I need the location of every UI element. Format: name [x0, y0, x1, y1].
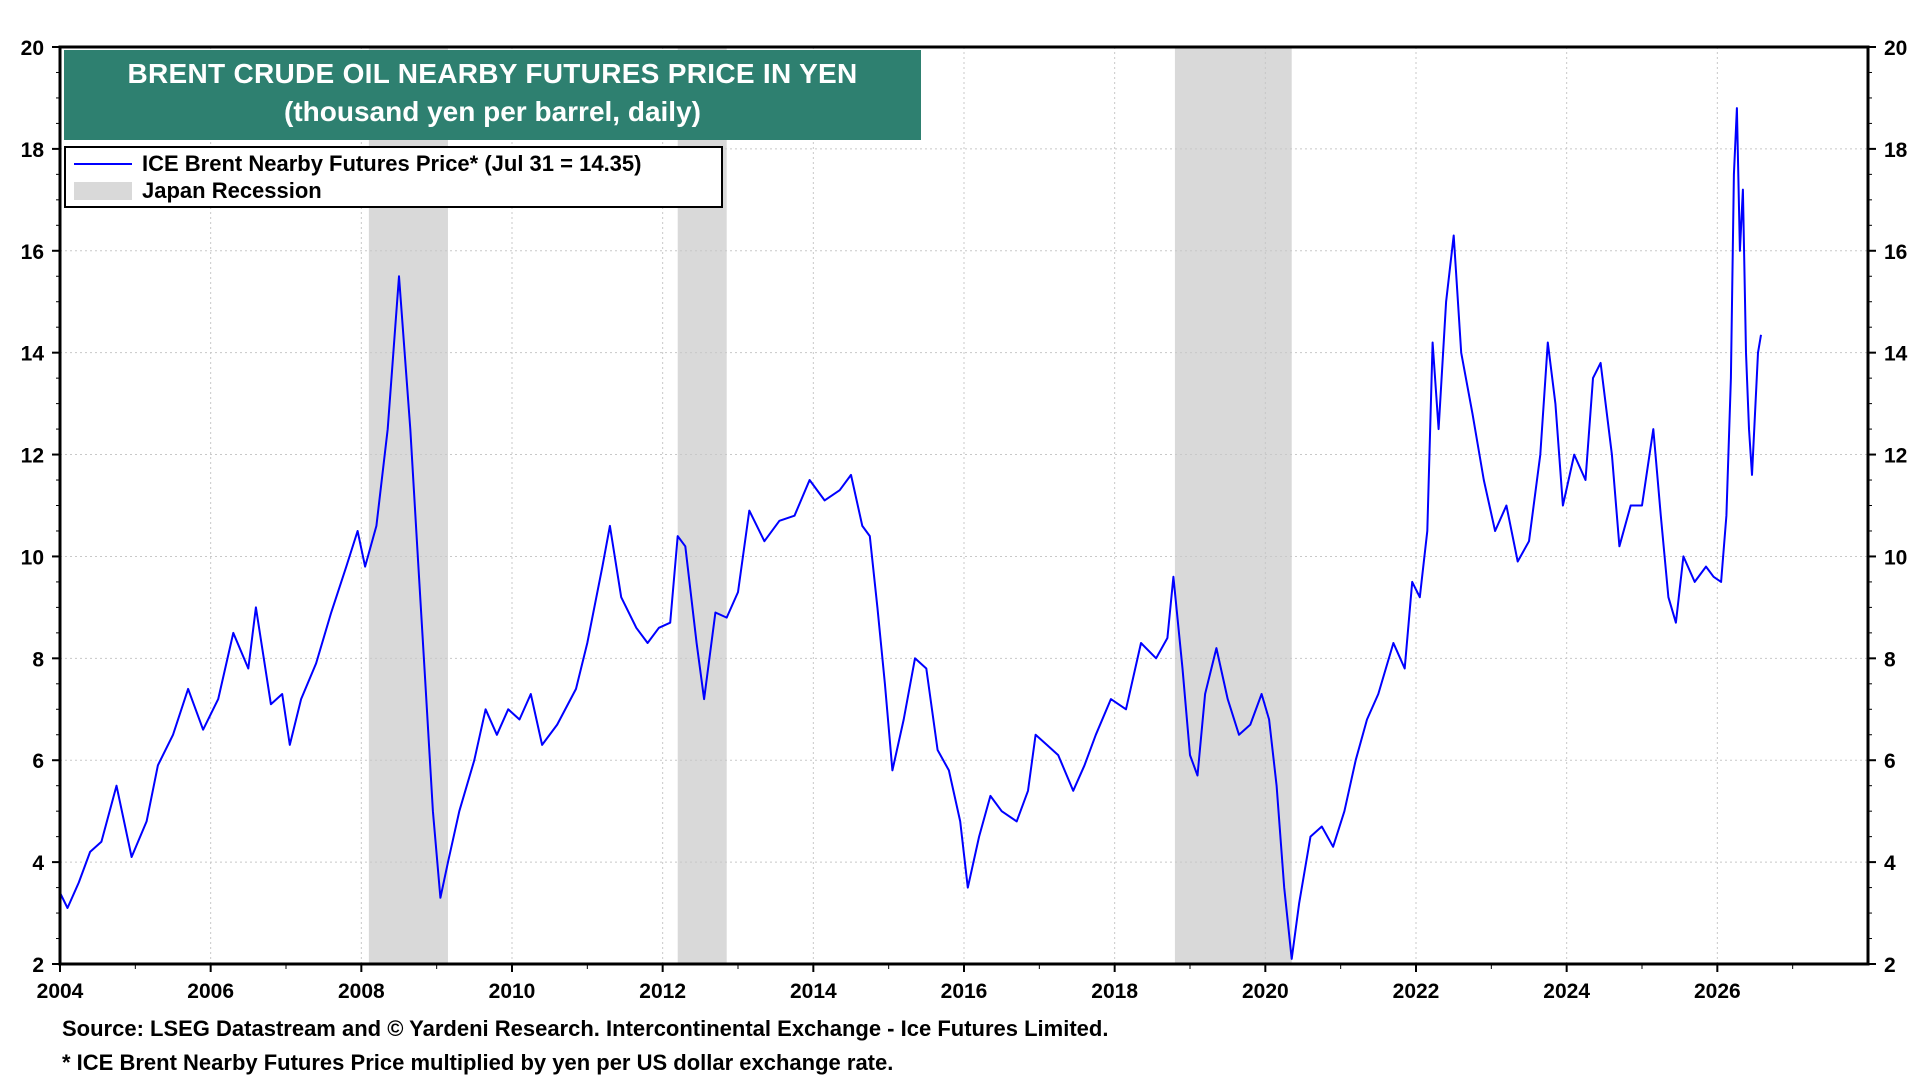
x-tick-label-2008: 2008 — [338, 980, 385, 1003]
legend-recession-swatch — [74, 182, 132, 200]
y-tick-label-left-4: 4 — [32, 852, 44, 875]
y-tick-label-left-2: 2 — [32, 954, 44, 977]
x-tick-label-2024: 2024 — [1543, 980, 1590, 1003]
footer-source: Source: LSEG Datastream and © Yardeni Re… — [62, 1016, 1109, 1041]
legend-item-series: ICE Brent Nearby Futures Price* (Jul 31 … — [74, 151, 641, 177]
chart-title-box: BRENT CRUDE OIL NEARBY FUTURES PRICE IN … — [64, 50, 921, 140]
y-tick-label-left-20: 20 — [21, 37, 44, 60]
y-tick-label-right-20: 20 — [1884, 37, 1907, 60]
chart-title: BRENT CRUDE OIL NEARBY FUTURES PRICE IN … — [127, 58, 858, 89]
y-tick-label-right-8: 8 — [1884, 648, 1896, 671]
series-group — [59, 107, 1762, 960]
x-tick-label-2010: 2010 — [489, 980, 536, 1003]
y-tick-label-right-14: 14 — [1884, 343, 1908, 366]
legend-series-label: ICE Brent Nearby Futures Price* (Jul 31 … — [142, 151, 642, 176]
legend-recession-label: Japan Recession — [142, 178, 322, 203]
legend-item-recession: Japan Recession — [74, 178, 322, 204]
y-tick-label-left-8: 8 — [32, 648, 44, 671]
y-tick-label-left-14: 14 — [21, 343, 45, 366]
y-tick-label-right-10: 10 — [1884, 546, 1907, 569]
chart-subtitle: (thousand yen per barrel, daily) — [284, 96, 701, 127]
y-tick-label-left-16: 16 — [21, 241, 44, 264]
y-tick-label-left-10: 10 — [21, 546, 44, 569]
x-tick-label-2014: 2014 — [790, 980, 837, 1003]
y-tick-label-left-18: 18 — [21, 139, 45, 162]
x-tick-label-2016: 2016 — [941, 980, 988, 1003]
x-tick-label-2006: 2006 — [187, 980, 234, 1003]
y-tick-label-right-18: 18 — [1884, 139, 1908, 162]
axes-group: 2004 2006 2008 2010 2012 2014 2016 2018 2020 2022… — [21, 37, 1908, 1003]
y-tick-label-right-16: 16 — [1884, 241, 1907, 264]
legend: ICE Brent Nearby Futures Price* (Jul 31 … — [64, 146, 723, 208]
y-tick-label-right-12: 12 — [1884, 445, 1907, 468]
y-tick-label-right-2: 2 — [1884, 954, 1896, 977]
series-line-1 — [59, 107, 1762, 960]
x-tick-label-2020: 2020 — [1242, 980, 1289, 1003]
y-tick-label-left-12: 12 — [21, 445, 44, 468]
legend-line-swatch — [74, 163, 132, 165]
y-tick-label-right-4: 4 — [1884, 852, 1896, 875]
recession-band-3 — [1174, 47, 1292, 964]
x-tick-label-2012: 2012 — [639, 980, 686, 1003]
footer-note: * ICE Brent Nearby Futures Price multipl… — [62, 1050, 894, 1075]
x-tick-label-2004: 2004 — [37, 980, 84, 1003]
x-tick-label-2026: 2026 — [1694, 980, 1741, 1003]
x-tick-label-2018: 2018 — [1091, 980, 1138, 1003]
y-tick-label-left-6: 6 — [32, 750, 44, 773]
y-tick-label-right-6: 6 — [1884, 750, 1896, 773]
x-tick-label-2022: 2022 — [1393, 980, 1440, 1003]
